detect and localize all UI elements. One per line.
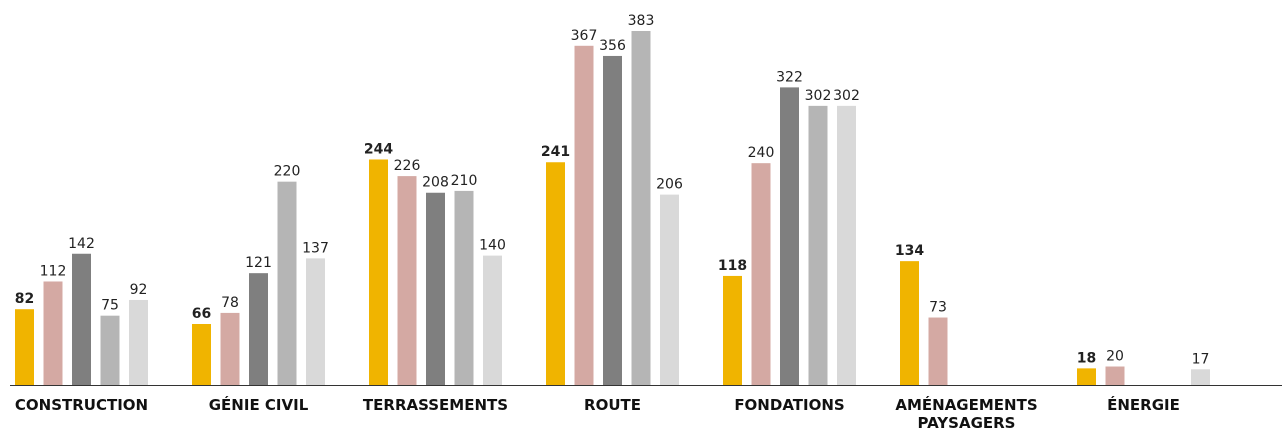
bar-value-label: 75 xyxy=(101,298,119,314)
category-labels-layer: CONSTRUCTION GÉNIE CIVIL TERRASSEMENTS ROUT… xyxy=(15,395,1180,432)
bar-value-label: 383 xyxy=(628,13,655,29)
bar-value-label: 226 xyxy=(394,158,421,174)
category-label: CONSTRUCTION xyxy=(15,396,148,414)
bar-value-label: 17 xyxy=(1192,351,1210,367)
bar xyxy=(723,275,742,385)
bar xyxy=(780,87,799,386)
bar xyxy=(546,162,565,385)
bar xyxy=(928,317,948,385)
bar-value-label: 240 xyxy=(748,145,775,161)
bar-value-label: 367 xyxy=(571,28,598,44)
bar-value-label: 206 xyxy=(656,177,683,193)
bar xyxy=(631,31,651,385)
bar xyxy=(249,273,268,385)
bars-layer xyxy=(15,31,1210,386)
bar xyxy=(369,159,388,385)
bar-value-label: 220 xyxy=(274,164,301,180)
category-label: ROUTE xyxy=(584,396,641,414)
bar xyxy=(603,55,622,385)
bar xyxy=(900,261,919,385)
bar-value-label: 208 xyxy=(422,175,449,191)
bar xyxy=(72,253,91,385)
bar-value-label: 142 xyxy=(68,236,95,252)
bar-value-label: 78 xyxy=(221,295,239,311)
bar xyxy=(220,312,240,385)
bar xyxy=(192,323,211,385)
bar xyxy=(837,105,856,385)
bar xyxy=(43,281,63,385)
bar xyxy=(574,45,594,385)
bar-value-label: 20 xyxy=(1106,349,1124,365)
bar xyxy=(397,176,417,385)
category-label: TERRASSEMENTS xyxy=(363,396,508,414)
bar xyxy=(454,190,474,385)
bar-value-label: 92 xyxy=(130,282,148,298)
bar-value-label: 73 xyxy=(929,300,947,316)
bar xyxy=(483,255,502,385)
bar xyxy=(751,163,771,385)
category-label: AMÉNAGEMENTS xyxy=(895,395,1037,414)
bar-value-label: 210 xyxy=(451,173,478,189)
bar-value-label: 112 xyxy=(40,263,67,279)
bar xyxy=(277,181,297,385)
bar-value-label: 244 xyxy=(364,141,393,157)
bar-value-label: 137 xyxy=(302,240,329,256)
category-label: FONDATIONS xyxy=(734,396,844,414)
bar-value-label: 18 xyxy=(1077,350,1096,366)
bar xyxy=(306,258,325,385)
category-label: PAYSAGERS xyxy=(918,414,1016,432)
bar xyxy=(1191,369,1210,385)
bar-value-label: 121 xyxy=(245,255,272,271)
bar-value-label: 118 xyxy=(718,258,747,274)
bar-value-label: 82 xyxy=(15,291,34,307)
bar xyxy=(660,194,679,385)
bar xyxy=(1105,366,1125,385)
bar xyxy=(426,192,445,385)
bar-value-label: 134 xyxy=(895,243,924,259)
bar xyxy=(100,315,120,385)
bar xyxy=(808,105,828,385)
bar-value-label: 356 xyxy=(599,38,626,54)
bar-value-label: 322 xyxy=(776,69,803,85)
bar-value-label: 302 xyxy=(833,88,860,104)
category-label: ÉNERGIE xyxy=(1107,395,1180,414)
bar-value-label: 140 xyxy=(479,238,506,254)
bar xyxy=(1077,368,1096,385)
bar-value-label: 241 xyxy=(541,144,570,160)
bar xyxy=(15,309,34,385)
bar-value-label: 302 xyxy=(805,88,832,104)
category-label: GÉNIE CIVIL xyxy=(209,395,309,414)
bar-value-label: 66 xyxy=(192,306,211,322)
bar xyxy=(129,299,148,385)
